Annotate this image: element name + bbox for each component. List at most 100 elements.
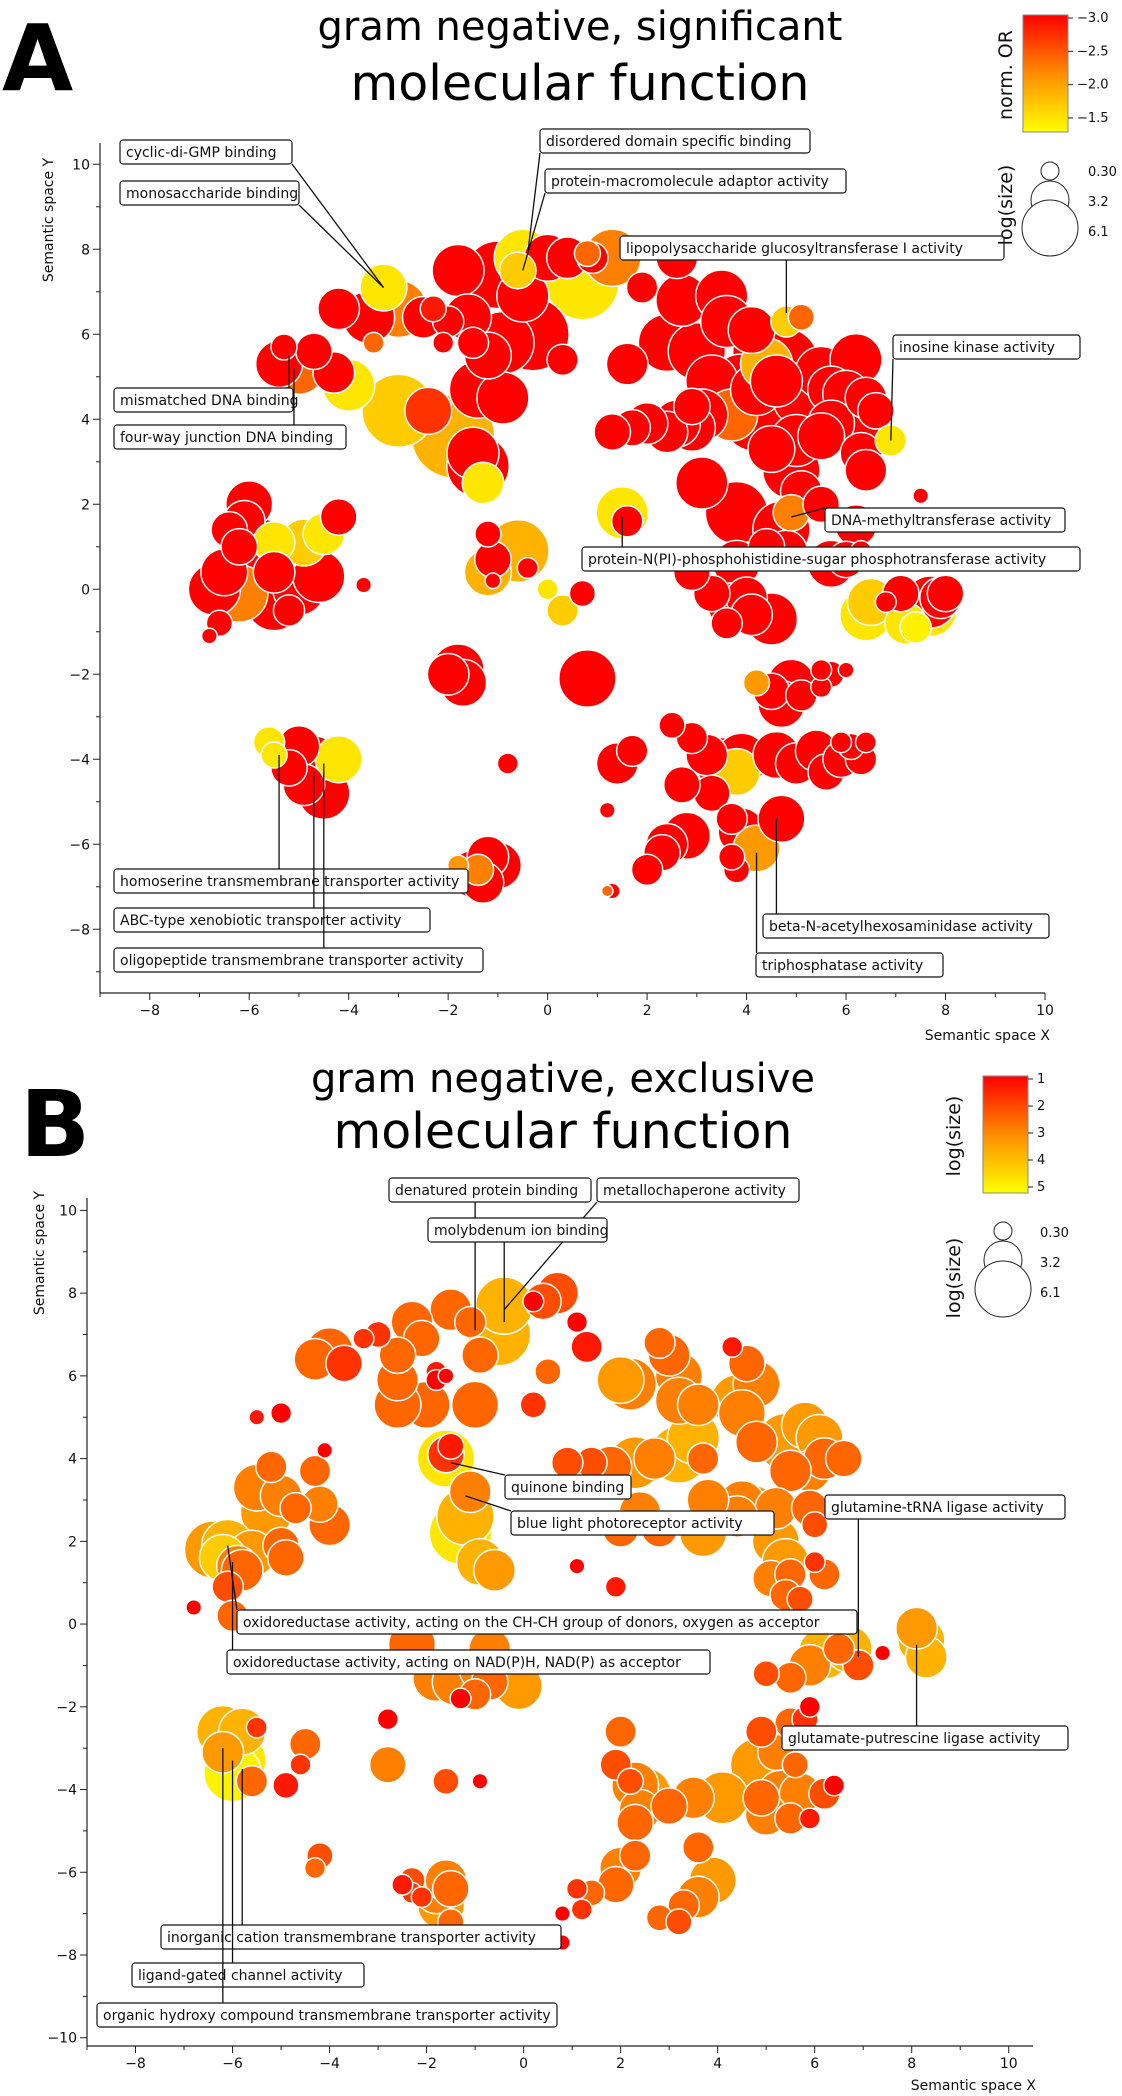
data-point: [437, 1367, 455, 1385]
data-point: [484, 572, 502, 590]
data-point: [516, 556, 539, 580]
data-point: [798, 1807, 821, 1830]
data-point: [546, 594, 579, 627]
size-legend-value: 6.1: [1088, 225, 1109, 240]
data-point: [926, 574, 965, 613]
data-point: [715, 802, 749, 836]
data-point: [355, 576, 373, 594]
data-point: [431, 1869, 470, 1908]
color-bar: [982, 1075, 1029, 1194]
data-point: [522, 1290, 545, 1313]
data-point: [610, 504, 644, 538]
annotation-box: [131, 1962, 365, 1988]
x-tick-label: 4: [713, 2056, 722, 2072]
data-point: [432, 1767, 460, 1796]
data-point: [471, 1772, 489, 1790]
data-point: [681, 1831, 715, 1864]
x-axis-label: Semantic space X: [911, 2078, 1037, 2094]
annotation-box: [539, 128, 811, 154]
y-tick-label: 6: [68, 1369, 77, 1385]
data-point: [362, 331, 385, 354]
data-point: [437, 1432, 465, 1460]
data-point: [803, 1550, 826, 1574]
annotation-box: [781, 1725, 1069, 1751]
panel-letter: A: [2, 5, 73, 112]
data-point: [449, 1687, 472, 1710]
data-point: [752, 1659, 780, 1688]
annotation-box: [113, 868, 469, 894]
y-tick-label: 4: [68, 1452, 77, 1468]
annotation-box: [96, 2002, 558, 2028]
y-tick-label: 2: [68, 1534, 77, 1550]
data-point: [266, 1538, 305, 1577]
data-point: [749, 354, 804, 408]
x-tick-label: −6: [239, 1003, 260, 1019]
annotation-box: [113, 907, 431, 933]
data-point: [797, 412, 846, 461]
data-point: [633, 1437, 677, 1481]
annotation-box: [119, 180, 300, 206]
annotation-leader: [791, 507, 826, 518]
data-point: [352, 1327, 375, 1350]
data-point: [625, 271, 659, 304]
data-point: [211, 1570, 245, 1604]
size-legend-value: 3.2: [1040, 1256, 1061, 1271]
color-legend: log(size) 1 2 3 4 5: [943, 1072, 1045, 1195]
annotation-box: [762, 913, 1050, 939]
x-tick-label: 2: [643, 1003, 652, 1019]
data-point: [404, 386, 453, 435]
annotation-label: ABC-type xenobiotic transporter activity: [120, 913, 401, 929]
data-point: [317, 287, 361, 331]
y-tick-label: 4: [81, 412, 90, 428]
x-tick-label: 10: [1036, 1003, 1054, 1019]
data-point: [593, 413, 632, 451]
data-point: [618, 1839, 652, 1873]
data-point: [260, 741, 288, 769]
annotation-label: oligopeptide transmembrane transporter a…: [120, 953, 464, 969]
annotation-box: [388, 1177, 592, 1203]
data-point: [550, 1446, 584, 1480]
data-point: [874, 590, 897, 614]
color-legend-tick-label: 4: [1037, 1153, 1045, 1168]
data-point: [558, 649, 617, 708]
data-point: [378, 1336, 417, 1375]
data-point: [672, 387, 711, 426]
data-point: [272, 1771, 300, 1800]
annotation-label: beta-N-acetylhexosaminidase activity: [769, 919, 1033, 935]
chart-subtitle: molecular function: [334, 1103, 793, 1160]
annotation-label: cyclic-di-GMP binding: [126, 145, 277, 161]
y-tick-label: −8: [69, 922, 90, 938]
y-tick-label: 0: [81, 582, 90, 598]
color-legend-tick-label: 2: [1037, 1099, 1045, 1114]
data-point: [220, 527, 259, 566]
data-point: [450, 1380, 500, 1429]
annotation-label: quinone binding: [511, 1480, 624, 1496]
data-point: [461, 461, 505, 505]
data-point: [676, 1383, 720, 1427]
data-point: [787, 303, 816, 332]
data-point: [800, 1511, 829, 1539]
annotation-box: [824, 1494, 1066, 1520]
data-point: [570, 1330, 604, 1364]
annotation-box: [160, 1924, 562, 1950]
y-axis-label: Semantic space Y: [41, 157, 57, 282]
data-point: [553, 1905, 571, 1923]
data-point: [456, 326, 490, 360]
annotation-label: disordered domain specific binding: [546, 134, 791, 150]
data-point: [899, 611, 933, 644]
annotation-leader: [890, 358, 894, 441]
annotation-label: oxidoreductase activity, acting on the C…: [243, 1615, 820, 1631]
data-point: [294, 332, 333, 371]
data-point: [598, 801, 616, 819]
annotation-label: homoserine transmembrane transporter act…: [120, 874, 459, 890]
annotation-leader: [465, 1495, 512, 1512]
data-point: [248, 1408, 266, 1426]
annotation-label: oxidoreductase activity, acting on NAD(P…: [233, 1655, 681, 1671]
data-point: [605, 342, 649, 386]
y-tick-label: −6: [69, 837, 90, 853]
data-point: [742, 669, 771, 697]
data-point: [747, 424, 796, 474]
annotation-label: molybdenum ion binding: [434, 1223, 609, 1239]
data-point: [856, 391, 895, 430]
y-tick-label: 10: [72, 157, 90, 173]
